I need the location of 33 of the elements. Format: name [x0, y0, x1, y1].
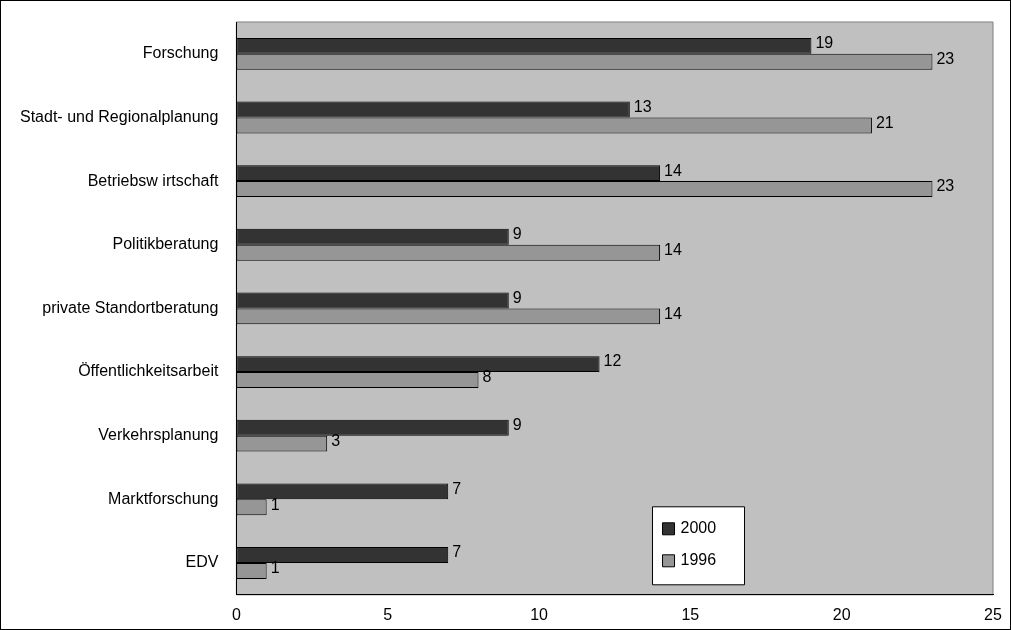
x-tick-label: 20 — [832, 605, 851, 623]
data-label: 12 — [603, 352, 622, 370]
data-label: 1 — [270, 495, 280, 513]
x-tick-label: 0 — [231, 605, 241, 623]
y-tick-label: Politikberatung — [112, 235, 219, 253]
data-label: 19 — [815, 34, 834, 52]
y-tick-label: Marktforschung — [108, 489, 219, 507]
data-label: 14 — [664, 241, 682, 259]
data-label: 14 — [664, 304, 682, 322]
data-label: 9 — [512, 288, 522, 306]
y-tick-label: Stadt- und Regionalplanung — [20, 107, 219, 125]
y-tick-label: Betriebsw irtschaft — [87, 171, 219, 189]
y-tick-label: Forschung — [142, 44, 219, 62]
x-tick-label: 5 — [383, 605, 393, 623]
data-label: 14 — [664, 161, 682, 179]
legend-label: 2000 — [680, 519, 717, 537]
x-tick-label: 25 — [984, 605, 1002, 623]
y-tick-label: private Standortberatung — [42, 298, 219, 316]
data-label: 7 — [452, 479, 462, 497]
data-label: 7 — [452, 543, 462, 561]
data-label: 9 — [512, 416, 522, 434]
data-label: 23 — [936, 50, 955, 68]
legend-label: 1996 — [680, 551, 717, 569]
x-tick-label: 15 — [681, 605, 700, 623]
data-label: 23 — [936, 177, 955, 195]
y-tick-label: Öffentlichkeitsarbeit — [78, 362, 219, 380]
x-tick-label: 10 — [530, 605, 549, 623]
data-label: 9 — [512, 225, 522, 243]
data-label: 13 — [633, 97, 652, 115]
data-label: 21 — [875, 113, 894, 131]
y-tick-label: EDV — [185, 553, 219, 571]
y-tick-label: Verkehrsplanung — [98, 426, 219, 444]
data-label: 3 — [331, 432, 341, 450]
